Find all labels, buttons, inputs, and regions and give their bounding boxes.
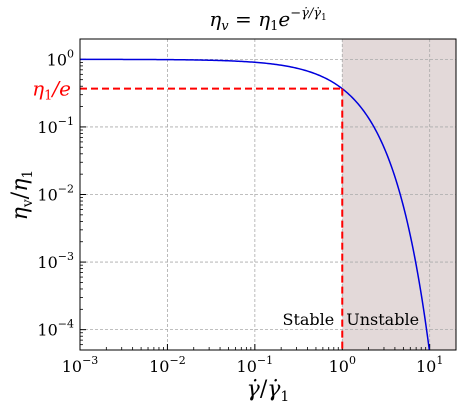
x-axis-label: γ̇/γ̇1	[247, 377, 290, 405]
y-tick-label: 10−3	[37, 250, 74, 272]
unstable-annotation: Unstable	[346, 310, 419, 329]
series-line-exp	[80, 58, 431, 351]
y-tick-label: 10−1	[37, 115, 74, 137]
y-tick-label: 10−2	[37, 183, 74, 205]
x-tick-label: 10−3	[62, 354, 99, 376]
y-tick-label: 100	[47, 47, 74, 69]
plot-frame	[79, 38, 457, 351]
x-axis-ticks: 10−3 10−2 10−1 100 101	[62, 344, 443, 376]
reference-label: η1/e	[32, 77, 71, 104]
unstable-region	[342, 39, 456, 350]
stable-annotation: Stable	[282, 310, 334, 329]
y-axis-ticks: 10−4 10−3 10−2 10−1 100	[37, 47, 86, 346]
y-axis-label: ηv/η1	[8, 170, 36, 221]
chart-title: ηv = η1e−γ̇/γ̇1	[209, 6, 326, 34]
x-tick-label: 10−2	[149, 354, 186, 376]
x-tick-label: 10−1	[237, 354, 274, 376]
y-tick-label: 10−4	[37, 318, 74, 340]
x-tick-label: 101	[416, 354, 443, 376]
x-tick-label: 100	[329, 354, 356, 376]
